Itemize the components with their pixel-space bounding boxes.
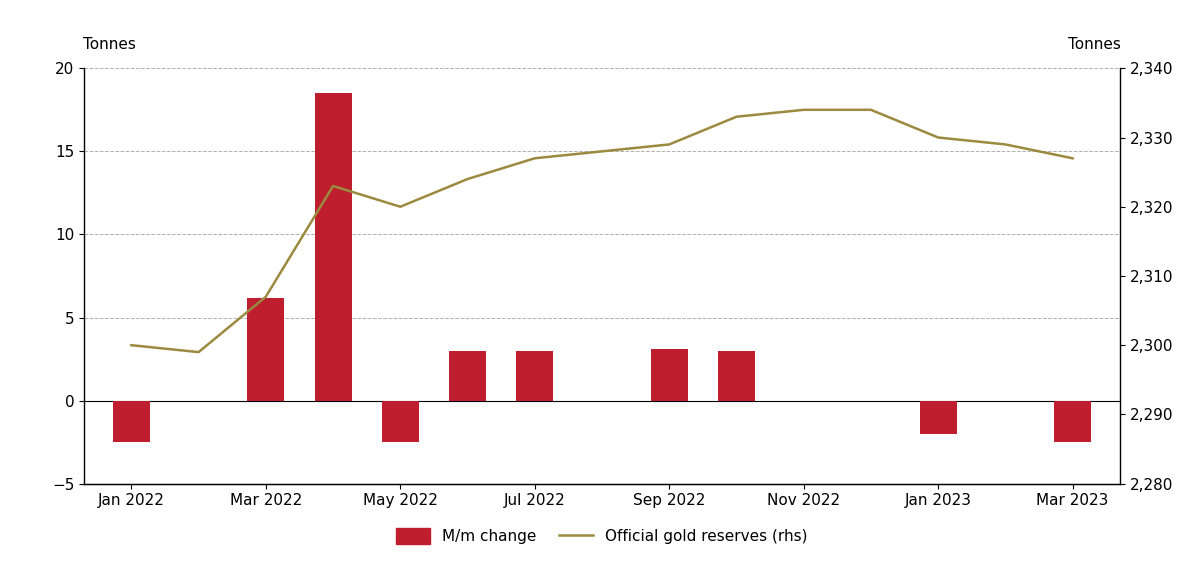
Bar: [650, 349, 687, 401]
Bar: [1055, 401, 1091, 442]
Bar: [920, 401, 957, 434]
Legend: M/m change, Official gold reserves (rhs): M/m change, Official gold reserves (rhs): [390, 522, 814, 550]
Text: Tonnes: Tonnes: [1068, 36, 1121, 52]
Text: Tonnes: Tonnes: [83, 36, 136, 52]
Bar: [449, 351, 486, 401]
Bar: [113, 401, 149, 442]
Bar: [247, 298, 284, 401]
Bar: [517, 351, 554, 401]
Bar: [382, 401, 419, 442]
Bar: [718, 351, 755, 401]
Bar: [314, 93, 352, 401]
